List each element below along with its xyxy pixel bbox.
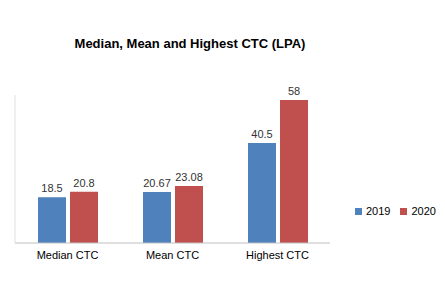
svg-text:20.8: 20.8 [73, 177, 94, 189]
svg-text:Highest CTC: Highest CTC [246, 249, 309, 261]
svg-text:18.5: 18.5 [41, 182, 62, 194]
svg-text:20.67: 20.67 [143, 177, 171, 189]
svg-text:Median CTC: Median CTC [37, 249, 99, 261]
svg-text:Mean CTC: Mean CTC [146, 249, 199, 261]
html-text:Median, Mean and Highest CTC (: Median, Mean and Highest CTC (LPA) [74, 36, 306, 51]
svg-text:23.08: 23.08 [175, 171, 203, 183]
svg-text:58: 58 [288, 85, 300, 97]
svg-text:40.5: 40.5 [251, 128, 272, 140]
html-text:2019: 2019 [366, 205, 391, 217]
html-text:2020: 2020 [411, 205, 436, 217]
